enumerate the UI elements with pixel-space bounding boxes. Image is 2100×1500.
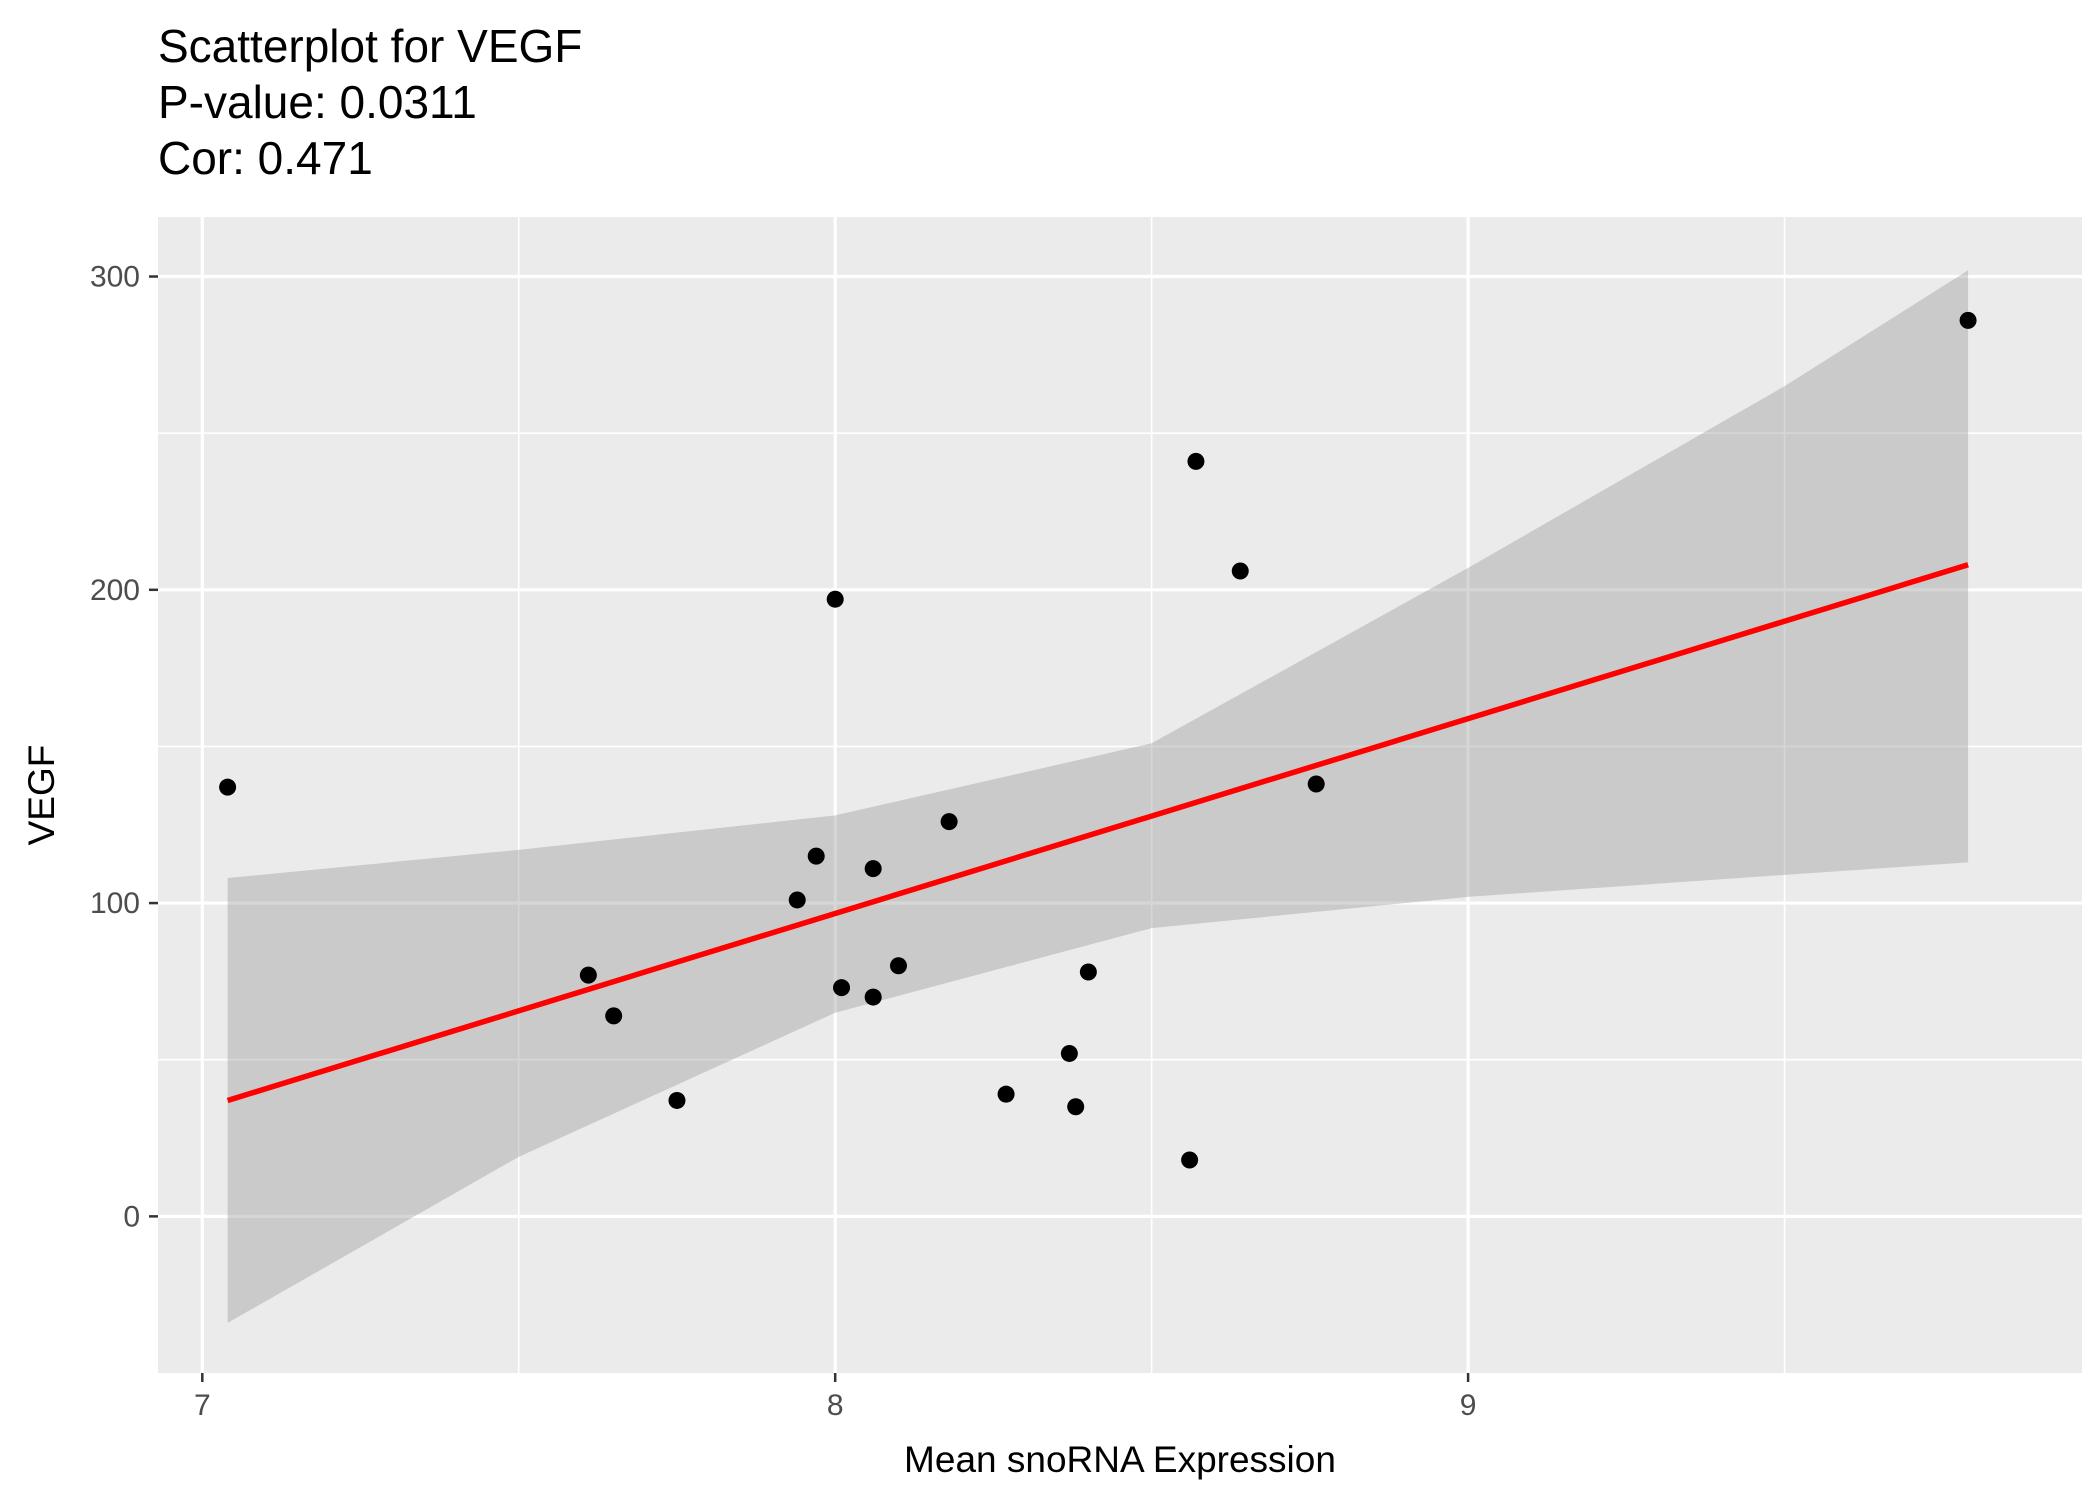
y-tick-label: 200 <box>90 574 140 607</box>
y-tick-label: 100 <box>90 887 140 920</box>
data-point <box>605 1007 623 1025</box>
chart-title: Scatterplot for VEGF <box>158 20 583 72</box>
data-point <box>864 988 882 1006</box>
data-point <box>1079 963 1097 981</box>
data-point <box>807 847 825 865</box>
data-point <box>219 778 237 796</box>
data-point <box>1187 452 1205 470</box>
y-axis-title: VEGF <box>21 745 62 846</box>
data-point <box>1067 1098 1085 1116</box>
y-tick-label: 300 <box>90 261 140 294</box>
data-point <box>833 979 851 997</box>
data-point <box>889 957 907 975</box>
chart-title-block: Scatterplot for VEGF P-value: 0.0311 Cor… <box>158 18 582 186</box>
data-point <box>940 813 958 831</box>
regression-line <box>226 562 1969 1104</box>
data-point <box>668 1091 686 1109</box>
data-point <box>1060 1044 1078 1062</box>
data-point <box>864 860 882 878</box>
x-tick-label: 8 <box>827 1389 844 1422</box>
chart-subtitle-pvalue: P-value: 0.0311 <box>158 76 477 128</box>
data-point <box>1307 775 1325 793</box>
plot-panel <box>158 217 2082 1373</box>
y-tick-label: 0 <box>123 1200 140 1233</box>
data-point <box>788 891 806 909</box>
data-point <box>1181 1151 1199 1169</box>
confidence-band <box>227 270 1969 1323</box>
data-point <box>826 590 844 608</box>
data-point <box>1959 311 1977 329</box>
chart-subtitle-correlation: Cor: 0.471 <box>158 132 373 184</box>
x-tick-label: 9 <box>1460 1389 1477 1422</box>
data-point <box>579 966 597 984</box>
data-point <box>997 1085 1015 1103</box>
data-point <box>1231 562 1249 580</box>
x-axis-title: Mean snoRNA Expression <box>904 1439 1336 1480</box>
x-tick-label: 7 <box>194 1389 211 1422</box>
